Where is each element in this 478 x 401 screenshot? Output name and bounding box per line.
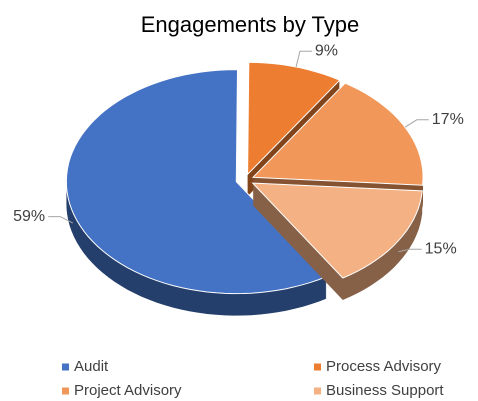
leader-line xyxy=(404,119,429,128)
legend-label: Process Advisory xyxy=(326,358,442,375)
legend-swatch xyxy=(62,387,69,395)
data-label: 17% xyxy=(432,111,464,128)
data-label: 59% xyxy=(13,208,45,225)
leader-line xyxy=(295,50,312,68)
legend-label: Business Support xyxy=(326,382,444,399)
legend-swatch xyxy=(314,387,321,395)
slice xyxy=(65,69,328,295)
legend-swatch xyxy=(314,363,321,371)
legend-swatch xyxy=(62,363,69,371)
chart-title: Engagements by Type xyxy=(141,12,360,37)
leader-line xyxy=(398,248,422,253)
slice xyxy=(251,182,423,279)
legend-label: Audit xyxy=(74,358,109,375)
leader-line xyxy=(48,216,74,224)
legend-label: Project Advisory xyxy=(74,382,182,399)
data-label: 9% xyxy=(315,42,338,59)
data-label: 15% xyxy=(425,240,457,257)
slice xyxy=(251,82,424,186)
